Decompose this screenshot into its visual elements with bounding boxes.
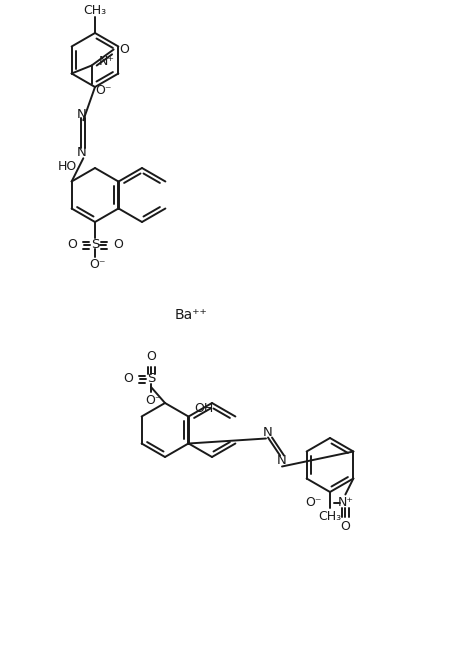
Text: S: S <box>147 372 155 385</box>
Text: CH₃: CH₃ <box>84 3 107 16</box>
Text: O⁻: O⁻ <box>95 84 112 97</box>
Text: O: O <box>113 239 123 252</box>
Text: OH: OH <box>195 402 214 415</box>
Text: N⁺: N⁺ <box>337 496 353 509</box>
Text: N: N <box>77 146 86 159</box>
Text: O: O <box>120 43 130 56</box>
Text: N: N <box>263 426 273 439</box>
Text: N: N <box>77 108 86 121</box>
Text: O: O <box>67 239 77 252</box>
Text: O⁻: O⁻ <box>145 393 161 406</box>
Text: N: N <box>277 454 287 467</box>
Text: HO: HO <box>58 159 77 172</box>
Text: O⁻: O⁻ <box>305 496 321 509</box>
Text: O⁻: O⁻ <box>89 259 105 272</box>
Text: O: O <box>123 372 133 385</box>
Text: O: O <box>146 350 156 363</box>
Text: CH₃: CH₃ <box>319 510 342 523</box>
Text: N⁺: N⁺ <box>99 55 115 68</box>
Text: O: O <box>340 520 350 533</box>
Text: S: S <box>91 239 99 252</box>
Text: Ba⁺⁺: Ba⁺⁺ <box>175 308 208 322</box>
